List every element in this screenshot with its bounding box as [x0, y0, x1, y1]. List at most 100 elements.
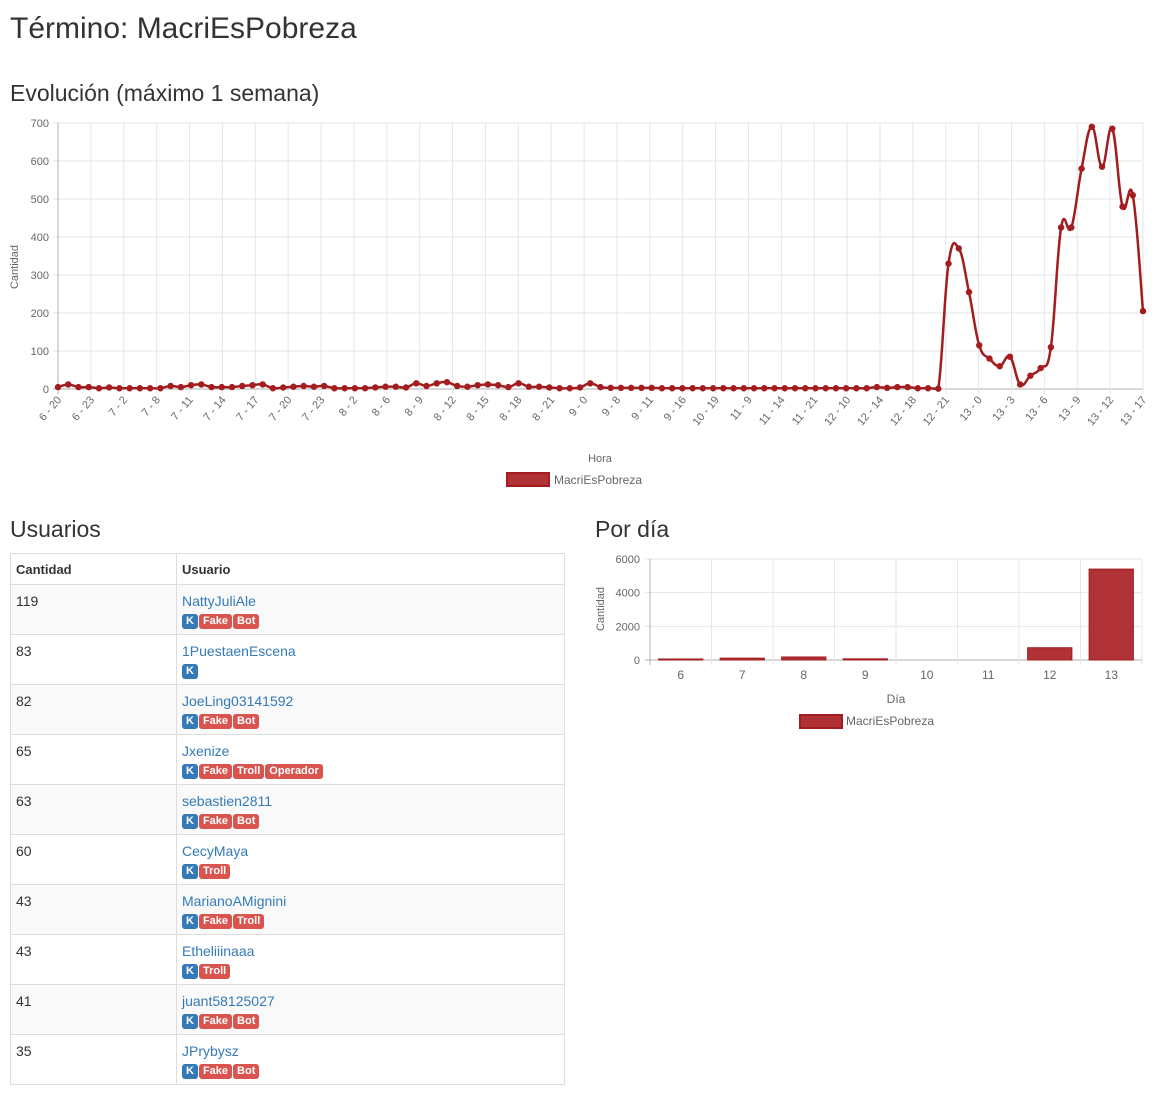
data-point	[658, 385, 666, 392]
data-point	[413, 380, 420, 387]
label-k: K	[182, 864, 198, 879]
data-point	[218, 383, 225, 391]
data-point	[269, 385, 277, 392]
data-point	[320, 382, 328, 390]
user-link[interactable]: NattyJuliAle	[182, 593, 256, 609]
x-tick-label: 6	[677, 668, 684, 682]
label-bot: Bot	[233, 1064, 260, 1079]
data-point	[1016, 381, 1024, 388]
evolution-line-chart: 0 100 200 300 400 500 600 700 6 - 20 6 - 23 7 - 2…	[9, 118, 1149, 487]
bar-legend-swatch	[799, 714, 843, 729]
line-chart-x-axis-label: Hora	[588, 453, 613, 465]
data-point	[822, 385, 829, 392]
data-point	[382, 383, 389, 390]
label-k: K	[182, 914, 198, 929]
bar-day-8	[781, 656, 827, 661]
user-labels: K Fake Bot	[182, 1061, 559, 1079]
y-tick-label: 100	[31, 346, 49, 358]
data-point	[505, 383, 512, 391]
data-point	[597, 383, 604, 391]
label-k: K	[182, 664, 198, 679]
data-point	[54, 383, 62, 391]
user-cell: 1PuestaenEscena K	[176, 634, 565, 685]
users-title: Usuarios	[10, 516, 101, 542]
y-tick-label: 600	[31, 156, 49, 168]
line-chart-points	[54, 123, 1147, 392]
user-link[interactable]: Jxenize	[182, 743, 230, 759]
label-fake: Fake	[198, 914, 233, 929]
user-count: 119	[10, 584, 177, 635]
user-link[interactable]: CecyMaya	[182, 843, 249, 859]
line-chart-y-ticks: 0 100 200 300 400 500 600 700	[31, 118, 49, 396]
data-point	[556, 385, 563, 392]
data-point	[976, 342, 983, 349]
user-link[interactable]: JPrybysz	[182, 1043, 239, 1059]
data-point	[842, 385, 850, 392]
data-point	[351, 385, 359, 392]
bar-day-7	[719, 657, 765, 661]
x-tick-label: 9 - 8	[600, 394, 623, 419]
data-point	[198, 381, 205, 388]
user-link[interactable]: Etheliiinaaa	[182, 943, 255, 959]
bar-chart-y-ticks: 0 2000 4000 6000	[616, 554, 640, 667]
table-row: 119 NattyJuliAle K Fake Bot	[10, 584, 565, 635]
y-tick-label: 500	[31, 194, 49, 206]
data-point	[648, 384, 655, 392]
user-cell: JoeLing03141592 K Fake Bot	[176, 684, 565, 735]
header-cantidad: Cantidad	[10, 553, 177, 585]
data-point	[157, 385, 164, 392]
bar-day-6	[658, 658, 704, 661]
data-point	[750, 385, 758, 392]
table-row: 43 MarianoAMignini K Fake Troll	[10, 884, 565, 935]
data-point	[167, 382, 174, 390]
data-point	[802, 385, 809, 392]
data-point	[1109, 125, 1116, 132]
data-point	[945, 260, 952, 267]
user-link[interactable]: juant58125027	[182, 993, 275, 1009]
x-tick-label: 8 - 9	[403, 394, 426, 419]
evolution-title: Evolución (máximo 1 semana)	[10, 80, 320, 106]
x-tick-label: 7 - 11	[169, 394, 196, 423]
user-link[interactable]: sebastien2811	[182, 793, 273, 809]
data-point	[679, 385, 686, 392]
data-point	[607, 384, 614, 392]
user-count: 82	[10, 684, 177, 735]
y-tick-label: 2000	[616, 621, 640, 633]
bar-day-12	[1027, 647, 1073, 661]
series-line-macriespobreza	[57, 125, 1145, 390]
label-fake: Fake	[198, 614, 233, 629]
users-table: Cantidad Usuario 119 NattyJuliAle K Fake Bot…	[10, 553, 565, 1085]
user-cell: Etheliiinaaa K Troll	[176, 934, 565, 985]
user-labels: K Troll	[182, 861, 559, 879]
user-count: 60	[10, 834, 177, 885]
bar-legend-label: MacriEsPobreza	[846, 714, 934, 728]
user-count: 41	[10, 984, 177, 1035]
data-point	[628, 384, 635, 392]
table-row: 35 JPrybysz K Fake Bot	[10, 1034, 565, 1085]
label-k: K	[182, 1064, 198, 1079]
x-tick-label: 11 - 21	[790, 394, 821, 427]
bar-chart-x-axis-label: Día	[887, 692, 906, 706]
label-operador: Operador	[265, 764, 323, 779]
user-link[interactable]: 1PuestaenEscena	[182, 643, 296, 659]
x-tick-label: 12 - 18	[888, 394, 919, 428]
data-point	[1119, 203, 1126, 210]
data-point	[372, 384, 379, 391]
bar-day-9	[842, 658, 888, 661]
x-tick-label: 6 - 23	[70, 394, 97, 423]
user-cell: JPrybysz K Fake Bot	[176, 1034, 565, 1085]
user-link[interactable]: JoeLing03141592	[182, 693, 294, 709]
x-tick-label: 12 - 21	[921, 394, 952, 428]
x-tick-label: 7	[739, 668, 746, 682]
data-point	[279, 384, 287, 391]
label-k: K	[182, 1014, 198, 1029]
x-tick-label: 7 - 17	[234, 394, 261, 423]
line-chart-legend[interactable]: MacriEsPobreza	[506, 472, 642, 487]
bar-chart-legend[interactable]: MacriEsPobreza	[799, 714, 934, 729]
data-point	[699, 385, 707, 392]
user-labels: K Troll	[182, 961, 559, 979]
user-labels: K Fake Bot	[182, 611, 559, 629]
bar-chart-bars	[658, 568, 1134, 661]
user-link[interactable]: MarianoAMignini	[182, 893, 287, 909]
data-point	[1037, 364, 1044, 372]
